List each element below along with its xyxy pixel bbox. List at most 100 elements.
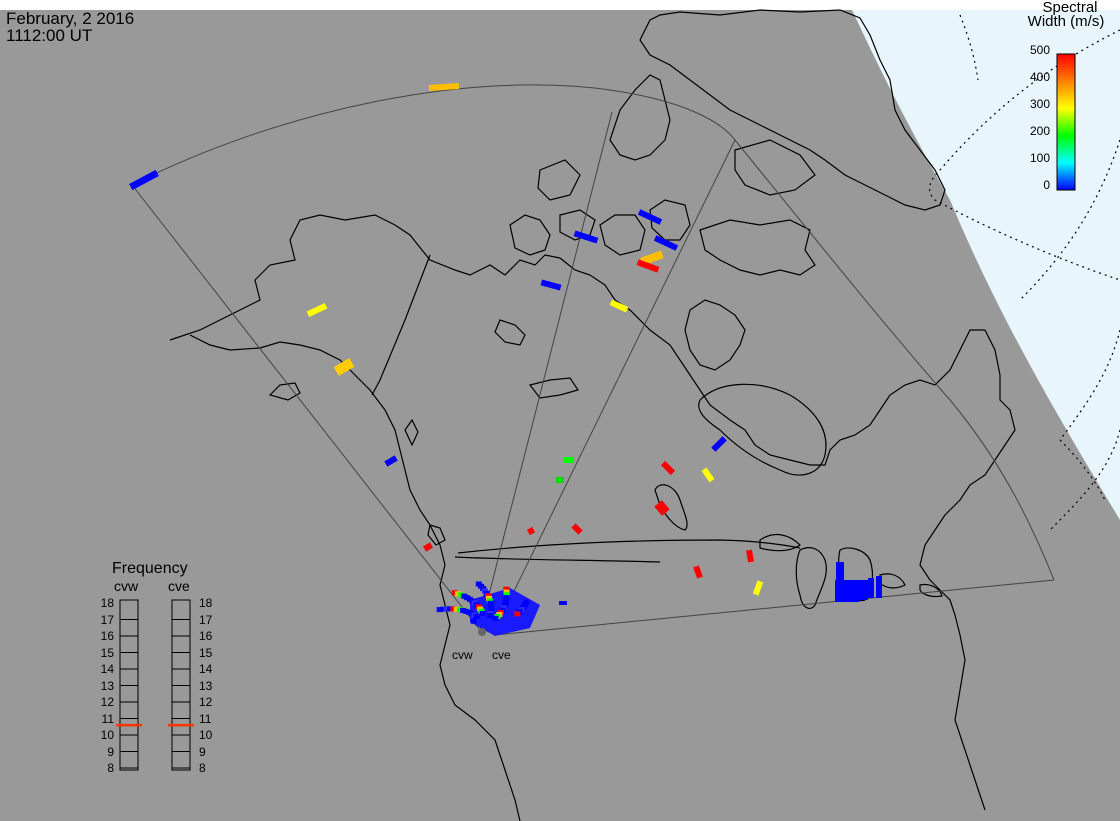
frequency-boxes bbox=[116, 599, 194, 771]
echo-cell bbox=[573, 230, 599, 244]
echo-cell bbox=[876, 576, 882, 598]
echo-cell bbox=[486, 598, 493, 604]
scatter-layer bbox=[129, 82, 882, 636]
frequency-tick-right: 10 bbox=[199, 728, 213, 742]
frequency-tick-right: 13 bbox=[199, 678, 213, 693]
echo-cell bbox=[503, 595, 510, 601]
echo-cell bbox=[868, 578, 874, 598]
echo-cell bbox=[479, 610, 486, 616]
colorbar-gradient bbox=[1056, 53, 1076, 191]
near-radar-echo-fan bbox=[436, 581, 540, 636]
frequency-tick-left: 14 bbox=[100, 662, 114, 676]
colorbar-title-line2: Width (m/s) bbox=[1027, 13, 1105, 30]
great-lakes-echo-block bbox=[835, 562, 882, 602]
frequency-tick-right: 18 bbox=[199, 596, 213, 610]
echo-cell bbox=[523, 599, 530, 605]
echo-cell bbox=[306, 303, 328, 317]
echo-cell bbox=[609, 299, 629, 313]
echo-cell bbox=[503, 586, 510, 592]
frequency-tick-left: 8 bbox=[107, 761, 114, 775]
echo-cell bbox=[428, 82, 460, 92]
colorbar bbox=[1056, 53, 1076, 191]
echo-cell bbox=[450, 606, 457, 612]
frequency-tick-right: 11 bbox=[199, 711, 212, 726]
echo-cell bbox=[526, 526, 536, 536]
frequency-tick-left: 10 bbox=[100, 728, 114, 742]
frequency-tick-left: 9 bbox=[107, 744, 114, 759]
echo-cell bbox=[564, 457, 574, 463]
echo-cell bbox=[752, 580, 764, 596]
frequency-label-cvw: cvw bbox=[114, 578, 139, 594]
frequency-tick-left: 15 bbox=[100, 645, 114, 660]
colorbar-tick: 400 bbox=[1029, 70, 1050, 84]
radar-site-cvw bbox=[478, 628, 486, 636]
echo-cell bbox=[451, 590, 458, 596]
frequency-label-cve: cve bbox=[168, 578, 190, 594]
colorbar-tick: 500 bbox=[1029, 43, 1050, 57]
latitude-circles bbox=[928, 14, 1120, 531]
echo-cell bbox=[423, 542, 433, 552]
echo-cell bbox=[458, 592, 465, 598]
frequency-tick-left: 13 bbox=[100, 678, 114, 693]
radar-fov bbox=[131, 84, 1055, 636]
echo-cell bbox=[470, 618, 477, 624]
site-label-cvw: cvw bbox=[452, 648, 473, 662]
echo-cell bbox=[637, 209, 663, 225]
echo-cell bbox=[333, 358, 355, 376]
echo-cell bbox=[447, 606, 454, 612]
frequency-tick-right: 12 bbox=[199, 695, 213, 709]
echo-cell bbox=[453, 606, 460, 612]
echo-cell bbox=[436, 607, 443, 613]
echo-cell bbox=[503, 597, 510, 603]
echo-cell bbox=[503, 592, 510, 598]
colorbar-title-line1: Spectral bbox=[1042, 0, 1098, 16]
echo-cell bbox=[711, 436, 727, 452]
echo-cell bbox=[384, 455, 398, 467]
frequency-title: Frequency bbox=[112, 560, 188, 577]
echo-cell bbox=[455, 591, 462, 597]
echo-cell bbox=[660, 460, 676, 476]
echo-cell bbox=[487, 603, 494, 609]
echo-cell bbox=[835, 580, 859, 602]
frequency-tick-right: 15 bbox=[199, 645, 213, 660]
borders bbox=[371, 254, 801, 563]
echo-cell bbox=[540, 279, 562, 291]
frequency-tick-right: 9 bbox=[199, 744, 206, 759]
echo-cell bbox=[746, 549, 754, 563]
frequency-tick-left: 18 bbox=[100, 596, 114, 610]
echo-cell bbox=[559, 601, 567, 605]
echo-cell bbox=[440, 606, 447, 612]
echo-cell bbox=[486, 613, 493, 619]
frequency-tick-right: 16 bbox=[199, 629, 213, 643]
echo-cell bbox=[653, 235, 679, 251]
colorbar-tick: 300 bbox=[1029, 97, 1050, 111]
frequency-tick-left: 11 bbox=[101, 711, 114, 726]
site-label-cve: cve bbox=[492, 648, 511, 662]
echo-cell bbox=[129, 169, 159, 191]
frequency-tick-right: 17 bbox=[199, 612, 213, 627]
echo-cell bbox=[693, 565, 703, 579]
echo-cell bbox=[858, 580, 868, 600]
echo-cell bbox=[492, 615, 499, 621]
echo-cell bbox=[484, 593, 491, 599]
echo-cell bbox=[503, 589, 510, 595]
polar-region bbox=[852, 10, 1120, 520]
echo-cell bbox=[640, 250, 664, 266]
echo-cell bbox=[701, 467, 715, 483]
echo-cell bbox=[502, 600, 509, 606]
frequency-tick-left: 12 bbox=[100, 695, 114, 709]
time-label: 1112:00 UT bbox=[6, 26, 93, 45]
frequency-tick-left: 16 bbox=[100, 629, 114, 643]
echo-cell bbox=[486, 595, 493, 601]
frequency-tick-left: 17 bbox=[100, 612, 114, 627]
colorbar-tick: 100 bbox=[1029, 151, 1050, 165]
echo-cell bbox=[443, 606, 450, 612]
colorbar-tick: 0 bbox=[1043, 178, 1050, 192]
frequency-tick-right: 8 bbox=[199, 761, 206, 775]
echo-cell bbox=[654, 500, 670, 516]
echo-cell bbox=[473, 613, 480, 619]
echo-cell bbox=[556, 477, 564, 483]
echo-cell bbox=[636, 259, 660, 273]
